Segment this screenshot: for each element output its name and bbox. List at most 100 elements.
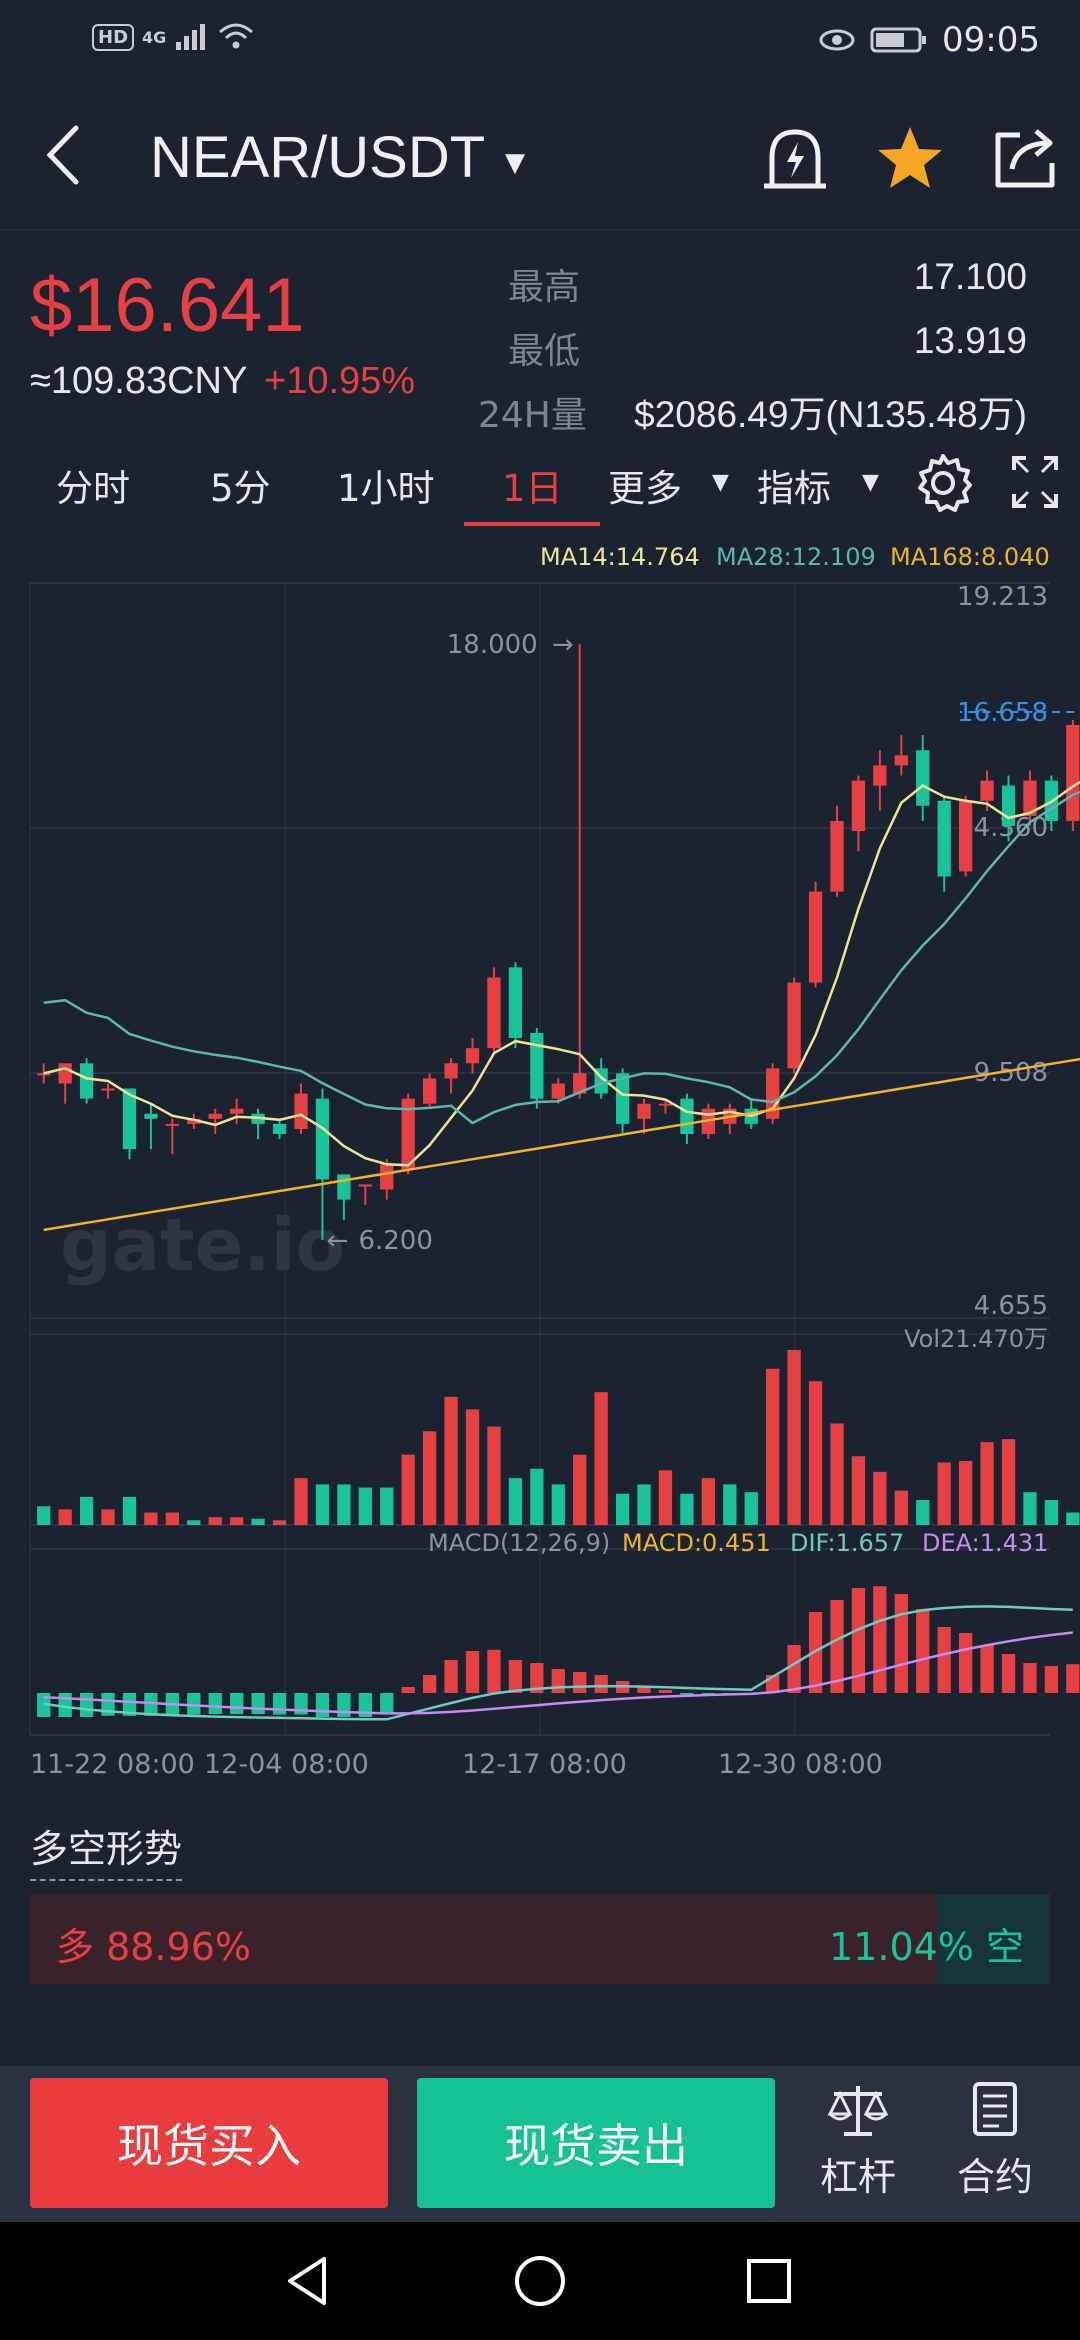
candle-body bbox=[101, 1088, 115, 1091]
candle-body bbox=[808, 891, 823, 983]
spot-sell-button[interactable]: 现货卖出 bbox=[417, 2078, 775, 2208]
volume-bar bbox=[251, 1518, 265, 1525]
volume-bar bbox=[337, 1484, 351, 1525]
nav-back-button[interactable] bbox=[273, 2246, 343, 2316]
back-button[interactable] bbox=[40, 120, 100, 200]
volume-value: $2086.49万(N135.48万) bbox=[634, 394, 1027, 435]
x-axis-tick-label: 11-22 08:00 bbox=[30, 1749, 195, 1780]
candle-body bbox=[680, 1098, 694, 1134]
volume-bar bbox=[444, 1396, 458, 1525]
tab-more[interactable]: 更多 bbox=[608, 467, 682, 510]
volume-bar bbox=[315, 1484, 330, 1525]
nav-recents-icon bbox=[747, 2259, 791, 2303]
candle-body bbox=[787, 982, 801, 1069]
indicators-dropdown-icon: ▼ bbox=[862, 470, 879, 495]
volume-bar bbox=[680, 1493, 694, 1525]
dif-label: DIF:1.657 bbox=[790, 1529, 904, 1557]
dea-label: DEA:1.431 bbox=[922, 1529, 1048, 1557]
share-button[interactable] bbox=[985, 118, 1065, 198]
contract-label: 合约 bbox=[956, 2155, 1033, 2199]
volume-bar bbox=[701, 1478, 716, 1525]
volume-bar bbox=[637, 1484, 651, 1525]
volume-bar bbox=[122, 1496, 137, 1525]
trade-bar: 现货买入 现货卖出 杠杆 合约 bbox=[0, 2066, 1080, 2222]
candle-body bbox=[508, 967, 523, 1039]
macd-histogram-bar bbox=[187, 1693, 201, 1715]
favorite-button[interactable] bbox=[870, 118, 950, 198]
candle-body bbox=[615, 1073, 630, 1124]
volume-bar bbox=[573, 1454, 587, 1525]
volume-bar bbox=[508, 1478, 523, 1525]
tab-5min[interactable]: 5分 bbox=[210, 467, 271, 510]
nav-back-icon bbox=[288, 2257, 326, 2305]
candle-body bbox=[337, 1174, 351, 1200]
candle-body bbox=[958, 800, 973, 872]
tab-timeshare[interactable]: 分时 bbox=[56, 467, 130, 510]
volume-bar bbox=[465, 1409, 480, 1525]
watermark-logo: gate.io bbox=[60, 1203, 345, 1287]
macd-params-label: MACD(12,26,9) bbox=[428, 1529, 610, 1557]
volume-bar bbox=[1044, 1500, 1059, 1525]
macd-histogram-bar bbox=[873, 1586, 887, 1693]
macd-histogram-bar bbox=[122, 1693, 137, 1716]
macd-histogram-bar bbox=[1023, 1663, 1037, 1693]
tab-1day[interactable]: 1日 bbox=[502, 467, 563, 510]
volume-bar bbox=[615, 1493, 630, 1525]
chart-settings-button[interactable] bbox=[912, 452, 974, 518]
volume-bar bbox=[1001, 1439, 1016, 1525]
x-axis-tick-label: 12-17 08:00 bbox=[462, 1749, 627, 1780]
macd-value-label: MACD:0.451 bbox=[622, 1529, 771, 1557]
candle-body bbox=[937, 800, 951, 877]
volume-bar bbox=[551, 1484, 565, 1525]
pair-title[interactable]: NEAR/USDT bbox=[150, 125, 486, 190]
kline-chart[interactable]: MA14:14.764 MA28:12.109 MA168:8.040 19.213 1… bbox=[0, 535, 1080, 1780]
fullscreen-button[interactable] bbox=[1010, 454, 1060, 514]
fullscreen-icon bbox=[1012, 456, 1058, 508]
volume-label: 24H量 bbox=[478, 395, 587, 436]
tab-1hour[interactable]: 1小时 bbox=[337, 467, 435, 510]
volume-bar bbox=[787, 1350, 801, 1525]
tab-indicators[interactable]: 指标 bbox=[757, 467, 831, 510]
low-label: 最低 bbox=[508, 331, 581, 372]
volume-bar bbox=[658, 1470, 673, 1525]
pair-dropdown-icon[interactable]: ▼ bbox=[505, 148, 525, 178]
status-left: HD 4G bbox=[92, 22, 256, 52]
volume-bar bbox=[958, 1460, 973, 1525]
candle-body bbox=[122, 1088, 137, 1150]
high-value: 17.100 bbox=[913, 256, 1027, 297]
long-short-title[interactable]: 多空形势 bbox=[30, 1818, 183, 1881]
candle-body bbox=[58, 1063, 72, 1084]
high-label: 最高 bbox=[508, 267, 581, 308]
candle-body bbox=[551, 1083, 565, 1099]
max-price-annotation: 18.000 bbox=[447, 630, 538, 660]
macd-histogram-bar bbox=[830, 1600, 844, 1693]
candle-body bbox=[980, 780, 994, 801]
leverage-button[interactable]: 杠杆 bbox=[798, 2080, 918, 2201]
spot-buy-button[interactable]: 现货买入 bbox=[30, 2078, 388, 2208]
hd-indicator: HD bbox=[92, 23, 135, 51]
candle-body bbox=[637, 1103, 651, 1119]
chart-svg[interactable]: MA14:14.764 MA28:12.109 MA168:8.040 19.213 1… bbox=[0, 535, 1080, 1780]
back-icon bbox=[46, 125, 79, 185]
contract-button[interactable]: 合约 bbox=[935, 2080, 1055, 2201]
volume-bar bbox=[358, 1487, 372, 1525]
macd-histogram-bar bbox=[658, 1690, 673, 1693]
share-icon bbox=[995, 129, 1055, 188]
volume-bar bbox=[744, 1492, 758, 1525]
min-price-annotation: 6.200 bbox=[358, 1226, 432, 1256]
candle-body bbox=[187, 1118, 201, 1124]
nav-home-button[interactable] bbox=[505, 2246, 575, 2316]
macd-histogram-bar bbox=[272, 1693, 287, 1715]
macd-histogram-bar bbox=[680, 1693, 694, 1695]
price-alert-button[interactable] bbox=[755, 118, 835, 198]
macd-histogram-bar bbox=[251, 1693, 265, 1714]
signal-icon bbox=[176, 24, 206, 50]
candle-body bbox=[1066, 725, 1080, 821]
app-header: NEAR/USDT ▼ bbox=[0, 84, 1080, 230]
volume-bar bbox=[594, 1392, 608, 1525]
gear-icon bbox=[918, 454, 972, 512]
nav-recents-button[interactable] bbox=[734, 2246, 804, 2316]
candle-body bbox=[1023, 780, 1037, 816]
current-price-label: 16.658 bbox=[957, 698, 1048, 728]
macd-histogram-bar bbox=[637, 1687, 651, 1693]
